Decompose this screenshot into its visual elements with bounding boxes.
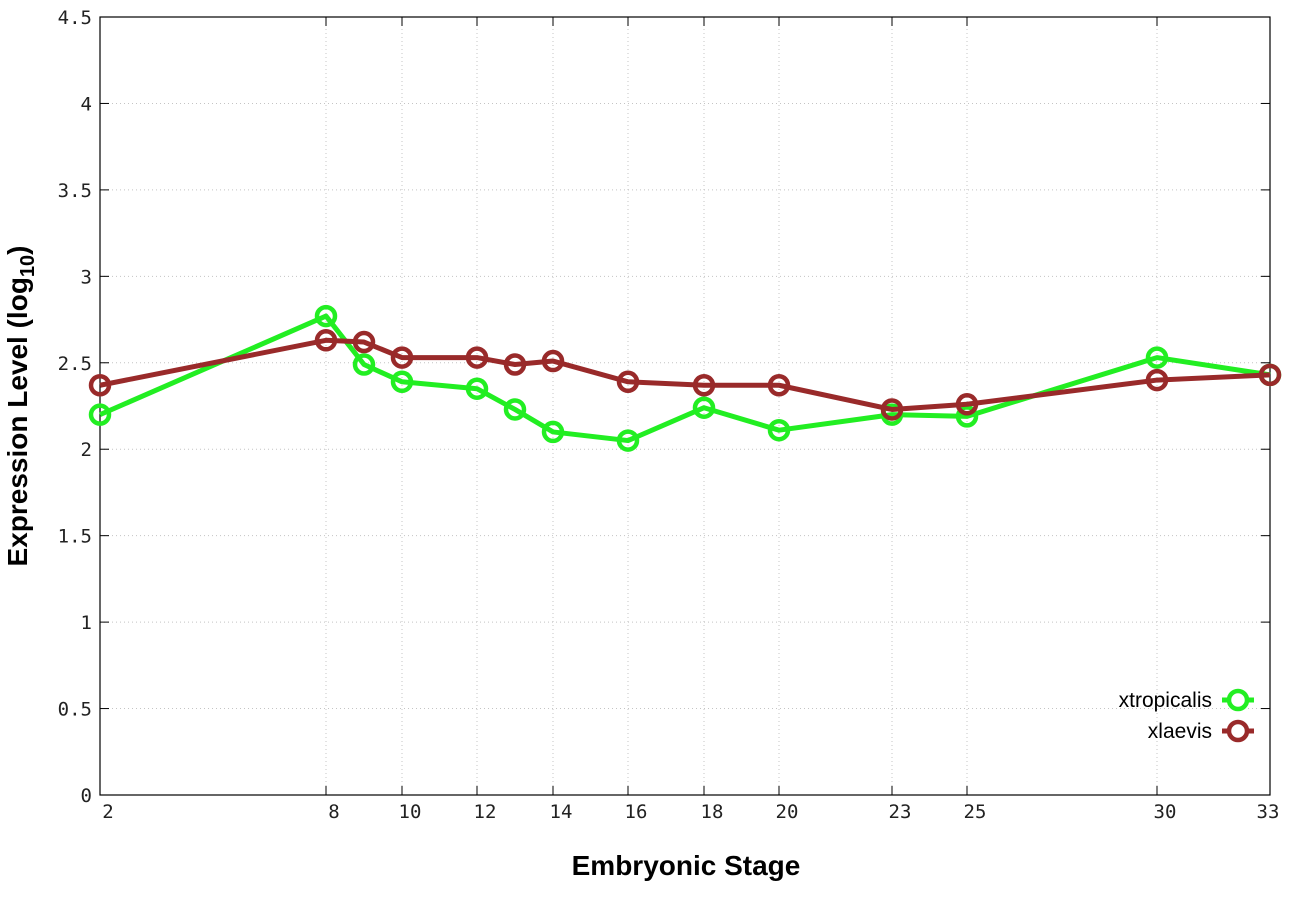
x-tick-label: 23 [889, 801, 912, 823]
x-tick-label: 2 [102, 801, 113, 823]
data-point-xlaevis [1145, 368, 1169, 392]
data-point-xlaevis [503, 353, 527, 376]
x-tick-label: 8 [328, 801, 339, 823]
data-point-xtropicalis [692, 396, 716, 419]
x-tick-label: 18 [701, 801, 724, 823]
grid [100, 17, 1270, 795]
data-point-xlaevis [616, 370, 640, 394]
legend-label-xtropicalis: xtropicalis [1119, 689, 1212, 712]
series-layer [88, 304, 1282, 452]
data-point-xlaevis [314, 329, 338, 352]
data-point-xtropicalis [1145, 346, 1169, 369]
legend-marker-xlaevis [1226, 719, 1250, 743]
data-point-xlaevis [465, 346, 489, 369]
x-tick-label: 16 [625, 801, 648, 823]
data-point-xtropicalis [955, 405, 979, 428]
legend-label-xlaevis: xlaevis [1148, 720, 1212, 743]
y-tick-label: 3.5 [58, 180, 92, 202]
x-tick-label: 33 [1257, 801, 1280, 823]
data-point-xlaevis [88, 374, 112, 397]
data-point-xtropicalis [314, 304, 338, 328]
x-tick-label: 25 [964, 801, 987, 823]
y-axis-title: Expression Level (log10) [2, 246, 39, 567]
series-xlaevis [88, 329, 1282, 421]
data-point-xtropicalis [390, 370, 414, 394]
y-tick-label: 1.5 [58, 526, 92, 548]
data-point-xlaevis [352, 330, 376, 354]
axis-ticks: 0 0.5 1 1.5 2 2.5 3 3.5 4 4.5 2 8 10 12 14 16 18 20 23 25 30… [58, 7, 1280, 823]
y-axis-title-close: ) [2, 246, 33, 255]
x-axis-title: Embryonic Stage [572, 850, 801, 881]
y-tick-label: 2.5 [58, 353, 92, 375]
data-point-xtropicalis [465, 377, 489, 400]
x-tick-label: 20 [776, 801, 799, 823]
data-point-xtropicalis [616, 429, 640, 452]
data-point-xlaevis [1258, 363, 1282, 387]
data-point-xtropicalis [88, 403, 112, 426]
y-tick-label: 4 [81, 93, 92, 115]
y-axis-title-subscript: 10 [17, 255, 39, 277]
x-tick-label: 10 [399, 801, 422, 823]
data-point-xlaevis [541, 349, 565, 373]
series-xtropicalis [88, 304, 1282, 452]
data-point-xtropicalis [352, 353, 376, 376]
legend-marker-xtropicalis [1226, 688, 1250, 712]
x-tick-label: 30 [1154, 801, 1177, 823]
data-point-xtropicalis [503, 398, 527, 421]
y-tick-label: 0 [81, 785, 92, 807]
y-axis-title-main: Expression Level (log [2, 277, 33, 566]
plot-frame [99, 16, 1271, 796]
data-point-xlaevis [767, 374, 791, 397]
data-point-xlaevis [955, 393, 979, 416]
data-point-xtropicalis [541, 420, 565, 444]
data-point-xlaevis [390, 346, 414, 369]
y-tick-label: 0.5 [58, 699, 92, 721]
y-tick-label: 2 [81, 439, 92, 461]
data-point-xtropicalis [767, 418, 791, 442]
data-point-xlaevis [692, 374, 716, 397]
y-tick-label: 1 [81, 612, 92, 634]
series-line-xtropicalis [99, 313, 1271, 444]
x-tick-label: 14 [550, 801, 573, 823]
x-tick-label: 12 [474, 801, 497, 823]
y-tick-label: 3 [81, 266, 92, 288]
y-tick-label: 4.5 [58, 7, 92, 29]
legend: xtropicalis xlaevis [1119, 688, 1254, 743]
data-point-xlaevis [880, 398, 904, 421]
